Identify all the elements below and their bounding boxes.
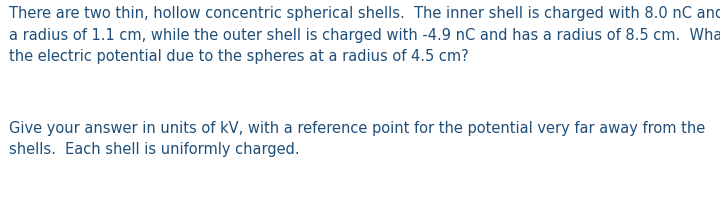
Text: Give your answer in units of kV, with a reference point for the potential very f: Give your answer in units of kV, with a … <box>9 120 705 156</box>
Text: There are two thin, hollow concentric spherical shells.  The inner shell is char: There are two thin, hollow concentric sp… <box>9 6 720 64</box>
